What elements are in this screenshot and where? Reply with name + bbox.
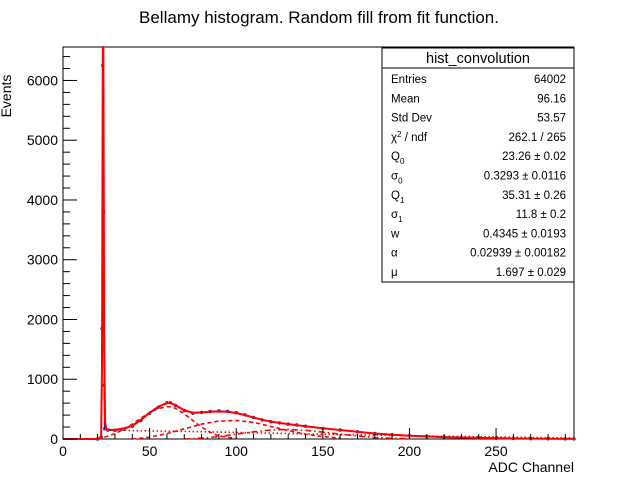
stats-row: w 0.4345 ± 0.0193 xyxy=(390,228,566,240)
x-tick-label: 250 xyxy=(484,443,508,459)
stats-row-value: 35.31 ± 0.26 xyxy=(502,190,566,202)
stats-row: α 0.02939 ± 0.00182 xyxy=(391,248,566,260)
y-tick-label: 2000 xyxy=(27,311,58,327)
stats-row: Std Dev 53.57 xyxy=(391,113,566,125)
y-tick-label: 3000 xyxy=(27,252,58,268)
stats-row-label: Mean xyxy=(391,93,420,105)
y-axis: 0 1000 2000 3000 4000 5000 6000 xyxy=(27,56,77,447)
y-tick-label: 1000 xyxy=(27,371,58,387)
stats-row-value: 0.4345 ± 0.0193 xyxy=(483,228,566,240)
stats-row-value: 23.26 ± 0.02 xyxy=(502,151,566,163)
y-tick-label: 5000 xyxy=(27,132,58,148)
chart-title: Bellamy histogram. Random fill from fit … xyxy=(139,8,499,27)
stats-row: μ 1.697 ± 0.029 xyxy=(391,267,566,279)
x-axis-label: ADC Channel xyxy=(488,459,574,475)
stats-row: Mean 96.16 xyxy=(391,93,566,105)
x-tick-label: 100 xyxy=(225,443,249,459)
stats-rows: Entries 64002 Mean 96.16 Std Dev 53.57 χ2 / nd… xyxy=(390,74,566,279)
stats-row-value: 262.1 / 265 xyxy=(508,132,566,144)
fit-component-curve xyxy=(184,428,410,440)
x-tick-label: 0 xyxy=(59,443,67,459)
stats-row-label: Std Dev xyxy=(391,113,432,125)
stats-row-value: 11.8 ± 0.2 xyxy=(516,209,566,221)
fit-total-curve xyxy=(63,46,575,440)
stats-row-value: 0.02939 ± 0.00182 xyxy=(470,248,566,260)
y-tick-label: 4000 xyxy=(27,192,58,208)
stats-row-value: 1.697 ± 0.029 xyxy=(496,267,566,279)
x-tick-label: 200 xyxy=(398,443,422,459)
stats-row: Entries 64002 xyxy=(391,74,566,86)
x-tick-label: 50 xyxy=(142,443,158,459)
stats-row-value: 64002 xyxy=(534,74,566,86)
stats-row-label: χ2 / ndf xyxy=(391,130,428,144)
stats-row-label: α xyxy=(391,248,398,260)
stats-row-label: w xyxy=(390,228,400,240)
stats-row-value: 0.3293 ± 0.0116 xyxy=(484,171,566,183)
stats-row-label: μ xyxy=(391,267,398,279)
x-tick-label: 150 xyxy=(311,443,335,459)
plot-area: 0 50 100 150 200 250 0 1000 2000 3000 4000 5000 600… xyxy=(27,46,576,459)
stats-row-value: 53.57 xyxy=(537,113,566,125)
stats-row-label: Entries xyxy=(391,74,427,86)
stats-box-frame xyxy=(381,47,575,283)
x-axis: 0 50 100 150 200 250 xyxy=(59,428,566,459)
stats-row: σ0 0.3293 ± 0.0116 xyxy=(391,171,566,186)
stats-row-value: 96.16 xyxy=(537,93,566,105)
y-tick-label: 0 xyxy=(50,431,58,447)
stats-box-title: hist_convolution xyxy=(426,51,530,67)
y-tick-label: 6000 xyxy=(27,72,58,88)
y-axis-label: Events xyxy=(0,75,14,118)
stats-box: hist_convolution Entries 64002 Mean 96.16 St… xyxy=(381,47,575,283)
